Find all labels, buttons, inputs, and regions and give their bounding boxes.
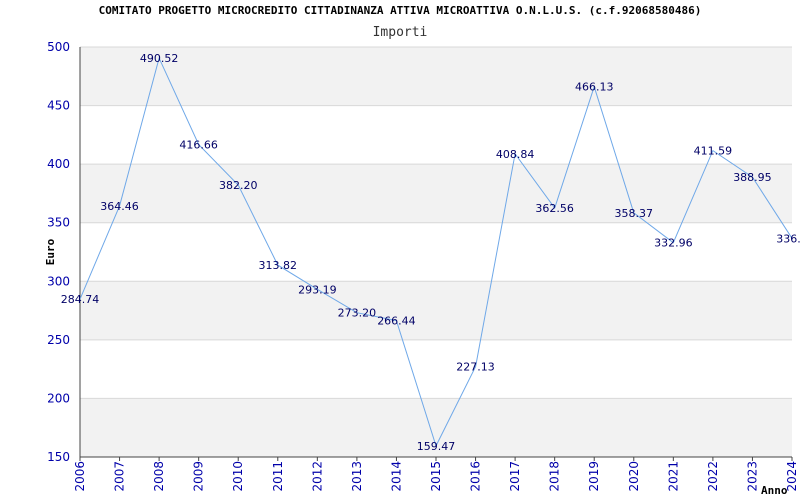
x-tick-label: 2020 — [627, 461, 641, 492]
x-tick-label: 2017 — [508, 461, 522, 492]
data-label: 159.47 — [417, 440, 456, 453]
y-tick-label: 150 — [47, 450, 70, 464]
axes — [79, 47, 792, 458]
data-label: 466.13 — [575, 81, 614, 94]
x-tick-label: 2006 — [73, 461, 87, 492]
x-tick-label: 2019 — [587, 461, 601, 492]
data-label: 293.19 — [298, 283, 337, 296]
grid-lines — [80, 46, 792, 458]
data-label: 273.20 — [338, 307, 377, 320]
y-tick-label: 450 — [47, 99, 70, 113]
grid-band — [80, 47, 792, 106]
x-tick-label: 2010 — [231, 461, 245, 492]
series-line — [79, 56, 793, 448]
plot-bands — [80, 47, 792, 457]
data-label: 227.13 — [456, 361, 495, 374]
y-tick-label: 350 — [47, 216, 70, 230]
x-tick-label: 2014 — [389, 461, 403, 492]
data-label: 388.95 — [733, 171, 772, 184]
x-tick-label: 2007 — [113, 461, 127, 492]
y-tick-labels: 150 200 250 300 350 400 450 500 — [47, 40, 70, 464]
data-label: 313.82 — [259, 259, 298, 272]
data-label: 336.7 — [776, 232, 800, 245]
y-tick-label: 400 — [47, 157, 70, 171]
y-tick-label: 500 — [47, 40, 70, 54]
data-label: 408.84 — [496, 148, 535, 161]
x-tick-labels: 2006 2007 2008 2009 2010 2011 2012 2013 2014 2015… — [73, 457, 799, 492]
x-tick-label: 2009 — [192, 461, 206, 492]
data-label: 490.52 — [140, 52, 179, 65]
data-label: 284.74 — [61, 293, 100, 306]
x-tick-label: 2011 — [271, 461, 285, 492]
data-label: 266.44 — [377, 315, 416, 328]
x-tick-label: 2023 — [745, 461, 759, 492]
data-labels: 284.74 364.46 490.52 416.66 382.20 313.82293.… — [61, 52, 800, 453]
grid-band — [80, 281, 792, 340]
x-tick-label: 2021 — [666, 461, 680, 492]
x-tick-label: 2018 — [548, 461, 562, 492]
x-tick-label: 2015 — [429, 461, 443, 492]
x-tick-label: 2024 — [785, 461, 799, 492]
data-label: 332.96 — [654, 237, 693, 250]
chart-subtitle: Importi — [372, 25, 428, 40]
chart-title: COMITATO PROGETTO MICROCREDITO CITTADINA… — [98, 4, 702, 17]
x-tick-label: 2022 — [706, 461, 720, 492]
data-label: 358.37 — [615, 207, 654, 220]
x-axis-title: Anno — [761, 484, 788, 497]
grid-band — [80, 164, 792, 223]
grid-band — [80, 398, 792, 457]
data-label: 364.46 — [100, 200, 139, 213]
y-tick-label: 300 — [47, 274, 70, 288]
data-label: 362.56 — [535, 202, 574, 215]
x-tick-label: 2008 — [152, 461, 166, 492]
data-label: 382.20 — [219, 179, 258, 192]
x-tick-label: 2016 — [469, 461, 483, 492]
y-axis-title: Euro — [44, 238, 57, 265]
data-label: 416.66 — [179, 139, 218, 152]
data-label: 411.59 — [694, 145, 733, 158]
y-tick-label: 250 — [47, 333, 70, 347]
x-tick-label: 2012 — [310, 461, 324, 492]
y-tick-label: 200 — [47, 391, 70, 405]
x-tick-label: 2013 — [350, 461, 364, 492]
